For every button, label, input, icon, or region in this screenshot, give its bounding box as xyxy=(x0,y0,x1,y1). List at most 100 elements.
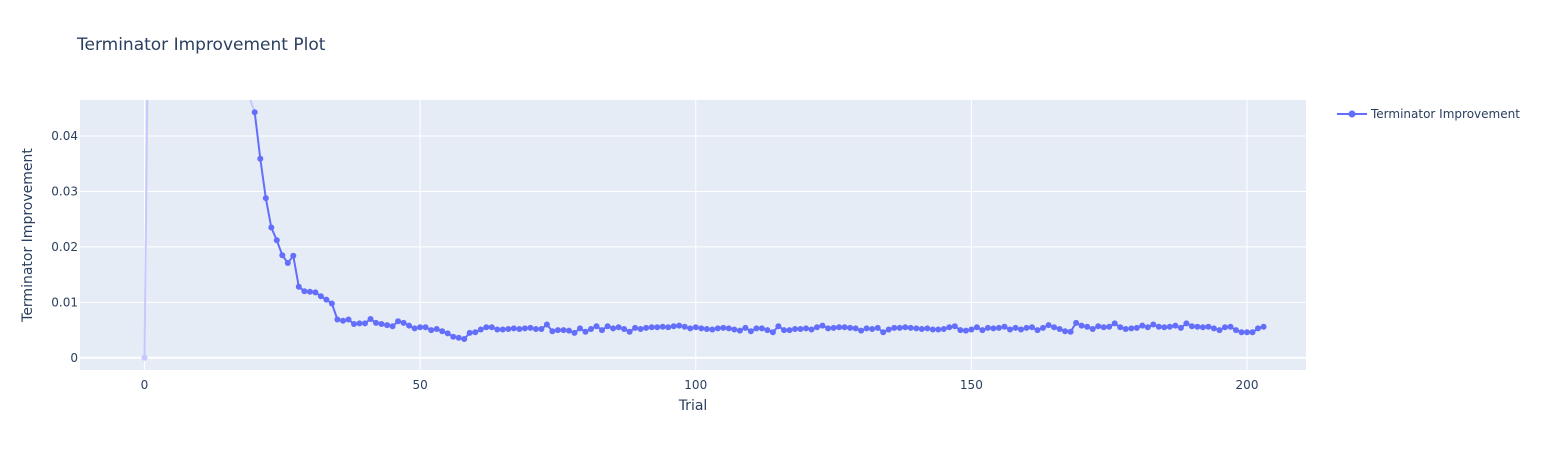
series-point[interactable] xyxy=(455,334,462,341)
series-point[interactable] xyxy=(1045,322,1052,329)
series-point[interactable] xyxy=(786,327,793,334)
series-point[interactable] xyxy=(406,322,413,329)
series-point[interactable] xyxy=(940,326,947,332)
series-point[interactable] xyxy=(1062,328,1069,335)
series-point[interactable] xyxy=(681,323,688,330)
series-point[interactable] xyxy=(836,324,843,331)
series-point[interactable] xyxy=(367,316,374,322)
series-point[interactable] xyxy=(257,155,264,162)
series-point[interactable] xyxy=(1210,325,1217,332)
series-point[interactable] xyxy=(995,324,1002,331)
series-point[interactable] xyxy=(1051,324,1058,331)
series-point[interactable] xyxy=(1161,324,1168,331)
series-point[interactable] xyxy=(819,322,826,329)
series-point[interactable] xyxy=(1155,323,1162,330)
series-point[interactable] xyxy=(929,326,936,333)
series-point[interactable] xyxy=(885,326,892,333)
series-point[interactable] xyxy=(472,329,479,336)
series-point[interactable] xyxy=(450,333,457,340)
series-point[interactable] xyxy=(703,326,710,332)
series-point[interactable] xyxy=(1078,322,1085,329)
series-point[interactable] xyxy=(1023,324,1030,331)
series-point[interactable] xyxy=(742,324,749,331)
series-point[interactable] xyxy=(1029,324,1035,331)
series-point[interactable] xyxy=(852,325,859,332)
series-point[interactable] xyxy=(1260,323,1267,330)
series-point[interactable] xyxy=(400,319,407,326)
series-point[interactable] xyxy=(775,323,782,330)
series-point[interactable] xyxy=(1194,323,1201,330)
series-point[interactable] xyxy=(830,324,837,331)
series-point[interactable] xyxy=(946,324,953,331)
series-point[interactable] xyxy=(698,325,705,332)
series-point[interactable] xyxy=(499,326,506,333)
series-point[interactable] xyxy=(428,327,435,334)
series-point[interactable] xyxy=(477,326,484,333)
series-point[interactable] xyxy=(935,326,942,333)
series-point[interactable] xyxy=(604,323,611,330)
series-point[interactable] xyxy=(1040,324,1046,331)
series-point[interactable] xyxy=(610,325,617,332)
series-point[interactable] xyxy=(632,324,639,331)
series-point[interactable] xyxy=(1227,323,1234,330)
series-point[interactable] xyxy=(1089,326,1096,332)
series-point[interactable] xyxy=(1205,323,1212,330)
series-point[interactable] xyxy=(1166,323,1173,330)
series-point[interactable] xyxy=(797,326,804,332)
series-point[interactable] xyxy=(323,296,330,303)
series-point[interactable] xyxy=(803,325,809,332)
series-point[interactable] xyxy=(891,324,898,331)
series-point[interactable] xyxy=(334,316,341,323)
series-point[interactable] xyxy=(290,252,297,259)
series-point[interactable] xyxy=(571,329,578,336)
series-point[interactable] xyxy=(284,260,291,266)
series-point[interactable] xyxy=(709,326,716,333)
series-point[interactable] xyxy=(957,327,964,334)
series-point[interactable] xyxy=(395,318,402,325)
series-point[interactable] xyxy=(554,327,561,334)
series-point[interactable] xyxy=(1067,328,1074,335)
series-point[interactable] xyxy=(466,329,473,336)
series-point[interactable] xyxy=(880,329,887,336)
series-point[interactable] xyxy=(692,324,699,331)
series-point[interactable] xyxy=(984,324,991,331)
series-point[interactable] xyxy=(670,323,677,330)
series-point[interactable] xyxy=(1244,329,1250,336)
series-point[interactable] xyxy=(736,327,743,334)
series-point[interactable] xyxy=(588,326,594,332)
series-point[interactable] xyxy=(1111,320,1118,327)
series-point[interactable] xyxy=(621,326,628,332)
series-point[interactable] xyxy=(1188,323,1195,330)
series-point[interactable] xyxy=(841,324,848,331)
series-point[interactable] xyxy=(439,328,446,335)
series-point[interactable] xyxy=(1073,319,1080,326)
series-point[interactable] xyxy=(1106,323,1113,330)
series-point[interactable] xyxy=(1133,324,1140,331)
series-point[interactable] xyxy=(1034,327,1041,334)
series-point[interactable] xyxy=(907,324,914,331)
series-point[interactable] xyxy=(1128,325,1135,332)
series-point[interactable] xyxy=(1117,324,1124,331)
series-point[interactable] xyxy=(1100,324,1107,331)
series-point[interactable] xyxy=(869,326,876,332)
series-point[interactable] xyxy=(599,327,605,334)
series-point[interactable] xyxy=(532,326,539,332)
series-point[interactable] xyxy=(317,293,324,300)
series-point[interactable] xyxy=(549,328,556,335)
series-point[interactable] xyxy=(858,327,865,334)
series-point[interactable] xyxy=(1216,327,1223,334)
series-point[interactable] xyxy=(979,327,986,334)
series-point[interactable] xyxy=(769,329,776,336)
series-point[interactable] xyxy=(461,336,468,342)
series-point[interactable] xyxy=(301,288,308,295)
series-point[interactable] xyxy=(345,316,352,323)
series-point[interactable] xyxy=(251,109,258,116)
series-point[interactable] xyxy=(764,327,771,334)
series-point[interactable] xyxy=(896,324,903,331)
series-point[interactable] xyxy=(1150,321,1157,328)
series-point[interactable] xyxy=(262,195,269,202)
series-point[interactable] xyxy=(637,326,644,332)
series-point[interactable] xyxy=(384,322,391,329)
series-point[interactable] xyxy=(1139,322,1146,329)
series-point[interactable] xyxy=(758,325,765,332)
